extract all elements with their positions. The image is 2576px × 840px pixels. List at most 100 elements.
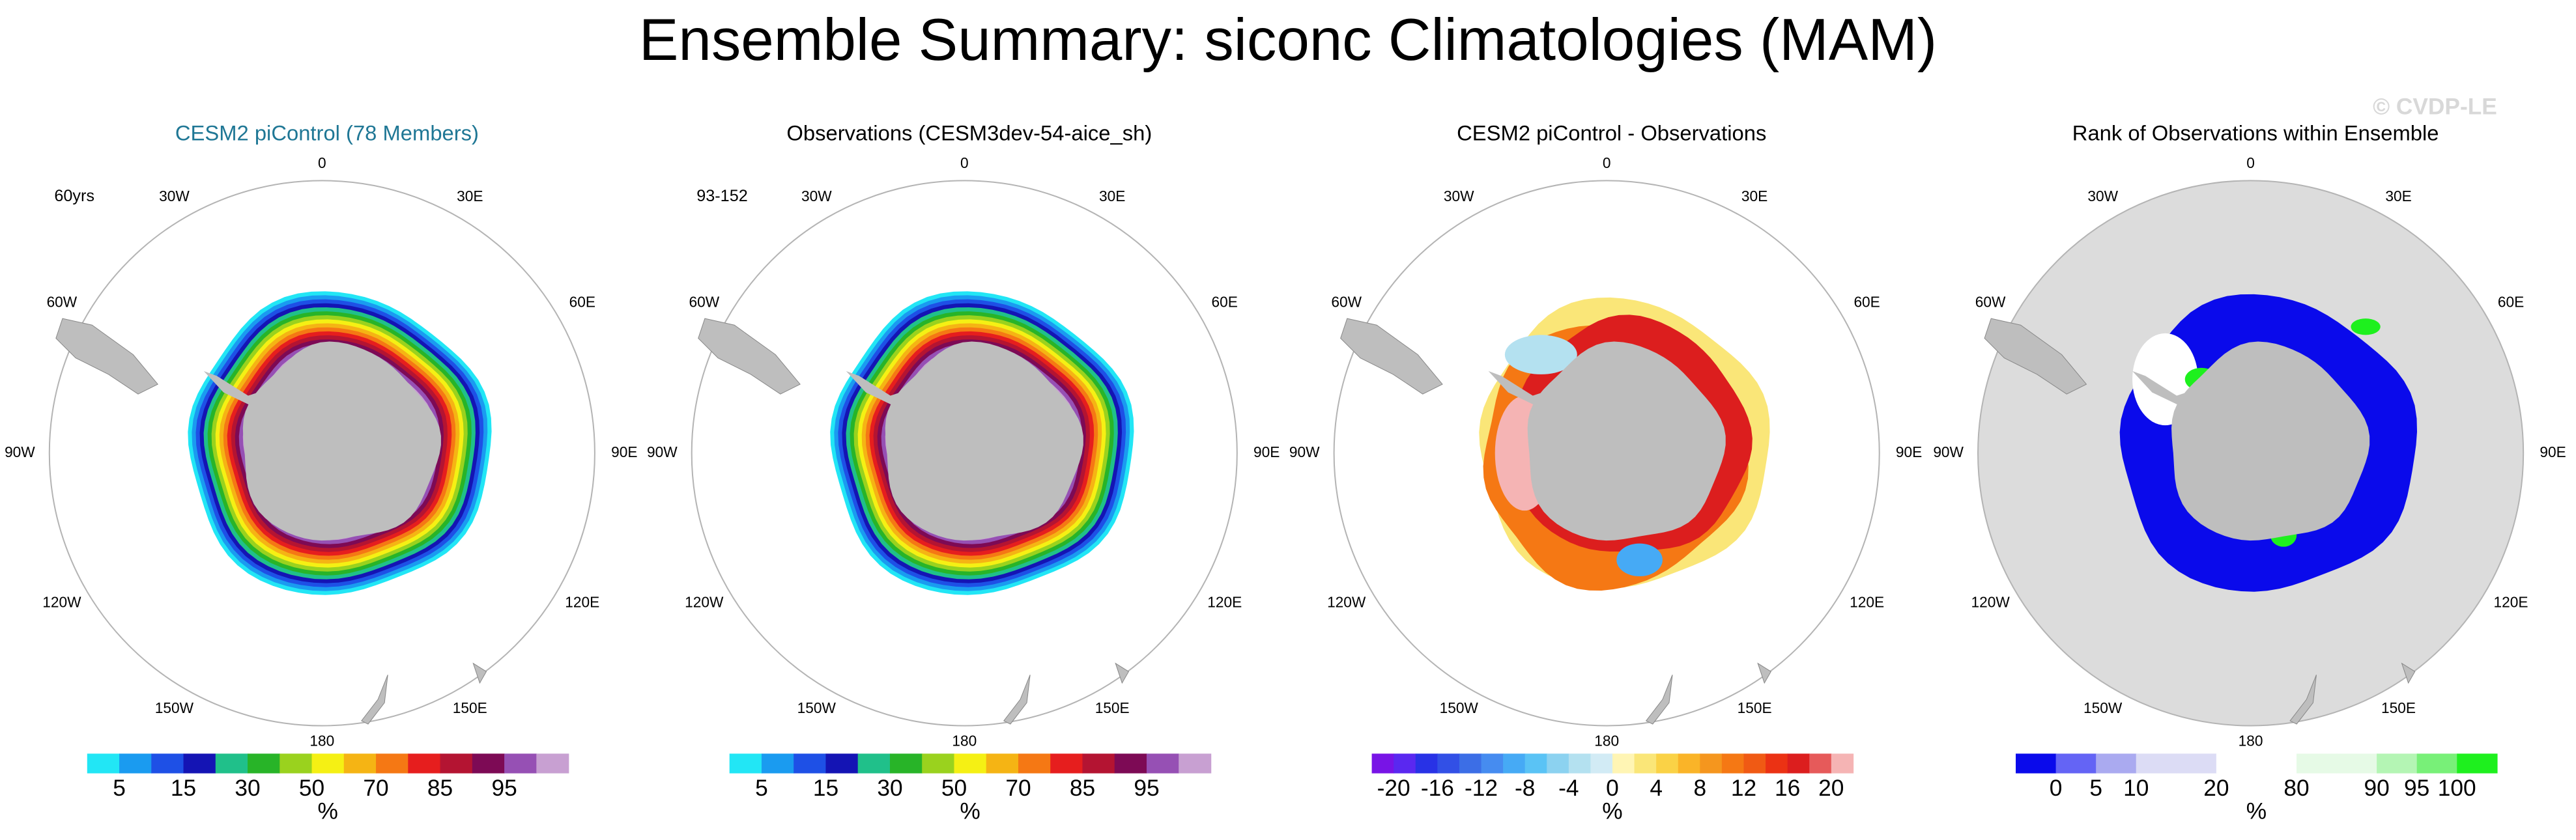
colorbar-box <box>1481 753 1504 774</box>
panel-corner-label: 93-152 <box>696 187 747 205</box>
colorbar-tick-label: 16 <box>1775 776 1800 801</box>
colorbar-box <box>1656 753 1679 774</box>
colorbar-tick-label: 85 <box>427 776 453 801</box>
longitude-label: 60W <box>1331 293 1362 310</box>
map-panel: Observations (CESM3dev-54-aice_sh) 93-152… <box>647 120 1280 824</box>
colorbar-box <box>1415 753 1438 774</box>
antarctic-peninsula <box>203 371 273 412</box>
colorbar-box <box>794 753 827 774</box>
colorbar-box <box>408 753 441 774</box>
panel-title: CESM2 piControl - Observations <box>1457 120 1766 145</box>
antarctic-peninsula <box>846 371 915 412</box>
colorbar-box <box>729 753 762 774</box>
longitude-label: 60W <box>47 293 78 310</box>
colorbar-tick-label: -12 <box>1465 776 1498 801</box>
colorbar-box <box>1146 753 1179 774</box>
antarctica <box>242 341 441 541</box>
colorbar-tick-label: 70 <box>1005 776 1031 801</box>
colorbar-tick-label: 10 <box>2123 776 2149 801</box>
longitude-label: 30W <box>801 188 832 204</box>
colorbar-tick-label: -16 <box>1421 776 1454 801</box>
sea-ice-field <box>2351 318 2381 335</box>
south-america <box>1340 318 1443 395</box>
map-panel: CESM2 piControl - Observations 0 30E 60E 90E… <box>1289 120 1922 824</box>
longitude-label: 120E <box>1850 594 1884 611</box>
colorbar-tick-label: 95 <box>491 776 517 801</box>
longitude-label: 60W <box>1975 293 2006 310</box>
longitude-label: 30W <box>2087 188 2118 204</box>
new-zealand <box>2289 662 2416 725</box>
longitude-label: 150E <box>453 699 487 716</box>
colorbar-box <box>504 753 537 774</box>
colorbar-box <box>1743 753 1766 774</box>
longitude-label: 150W <box>797 699 837 716</box>
colorbar-tick-label: 20 <box>1818 776 1844 801</box>
colorbar-box <box>922 753 955 774</box>
watermark: © CVDP-LE <box>2373 94 2497 120</box>
longitude-label: 30E <box>2385 188 2411 204</box>
colorbar-box <box>1568 753 1592 774</box>
longitude-label: 0 <box>318 154 326 171</box>
panel-title: Observations (CESM3dev-54-aice_sh) <box>786 120 1152 145</box>
colorbar-box <box>2296 753 2338 774</box>
colorbar-tick-label: 15 <box>171 776 196 801</box>
colorbar-tick-label: 0 <box>1606 776 1619 801</box>
longitude-label: 30E <box>457 188 483 204</box>
sea-ice-field <box>1504 335 1577 374</box>
longitude-label: 30E <box>1741 188 1767 204</box>
colorbar-tick-label: -8 <box>1515 776 1535 801</box>
longitude-label: 60W <box>689 293 719 310</box>
new-zealand <box>1645 662 1771 725</box>
colorbar-box <box>1612 753 1635 774</box>
colorbar-tick-label: 0 <box>2050 776 2063 801</box>
longitude-label: 180 <box>952 733 977 749</box>
colorbar-box <box>2377 753 2418 774</box>
colorbar-box <box>536 753 569 774</box>
longitude-label: 120E <box>1207 594 1242 611</box>
colorbar-box <box>1503 753 1526 774</box>
colorbar-box <box>1787 753 1810 774</box>
colorbar-box <box>151 753 184 774</box>
longitude-label: 120E <box>565 594 599 611</box>
longitude-label: 150E <box>2381 699 2416 716</box>
colorbar-box <box>2176 753 2217 774</box>
longitude-label: 90W <box>647 443 678 460</box>
colorbar-box <box>2136 753 2177 774</box>
colorbar-box <box>1547 753 1569 774</box>
colorbar-box <box>2457 753 2498 774</box>
colorbar-box <box>1700 753 1723 774</box>
longitude-label: 0 <box>1603 154 1611 171</box>
longitude-label: 90E <box>1253 443 1280 460</box>
longitude-label: 60E <box>1853 293 1880 310</box>
colorbar-tick-label: 95 <box>1134 776 1159 801</box>
colorbar-box <box>376 753 409 774</box>
colorbar-box <box>1678 753 1701 774</box>
colorbar-box <box>2055 753 2097 774</box>
colorbar-tick-label: 8 <box>1694 776 1707 801</box>
colorbar-tick-label: 50 <box>941 776 967 801</box>
colorbar-tick-label: 5 <box>755 776 768 801</box>
longitude-label: 180 <box>1594 733 1619 749</box>
colorbar-tick-label: 90 <box>2364 776 2389 801</box>
colorbar-box <box>2336 753 2377 774</box>
colorbar-box <box>1809 753 1832 774</box>
colorbar-unit: % <box>960 798 980 824</box>
antarctica <box>1527 341 1726 541</box>
colorbar-box <box>1634 753 1657 774</box>
colorbar-box <box>119 753 152 774</box>
colorbar-box <box>761 753 794 774</box>
longitude-label: 90E <box>611 443 637 460</box>
longitude-label: 0 <box>2246 154 2255 171</box>
panel-corner-label: 60yrs <box>54 187 94 205</box>
map-panel: Rank of Observations within Ensemble 0 30E… <box>1933 120 2566 824</box>
colorbar-box <box>1179 753 1212 774</box>
longitude-label: 60E <box>2498 293 2524 310</box>
colorbar-unit: % <box>1602 798 1622 824</box>
colorbar-box <box>2096 753 2137 774</box>
longitude-label: 90E <box>2540 443 2566 460</box>
panel-title: CESM2 piControl (78 Members) <box>175 120 479 145</box>
colorbar-box <box>2416 753 2458 774</box>
longitude-label: 90W <box>1289 443 1320 460</box>
